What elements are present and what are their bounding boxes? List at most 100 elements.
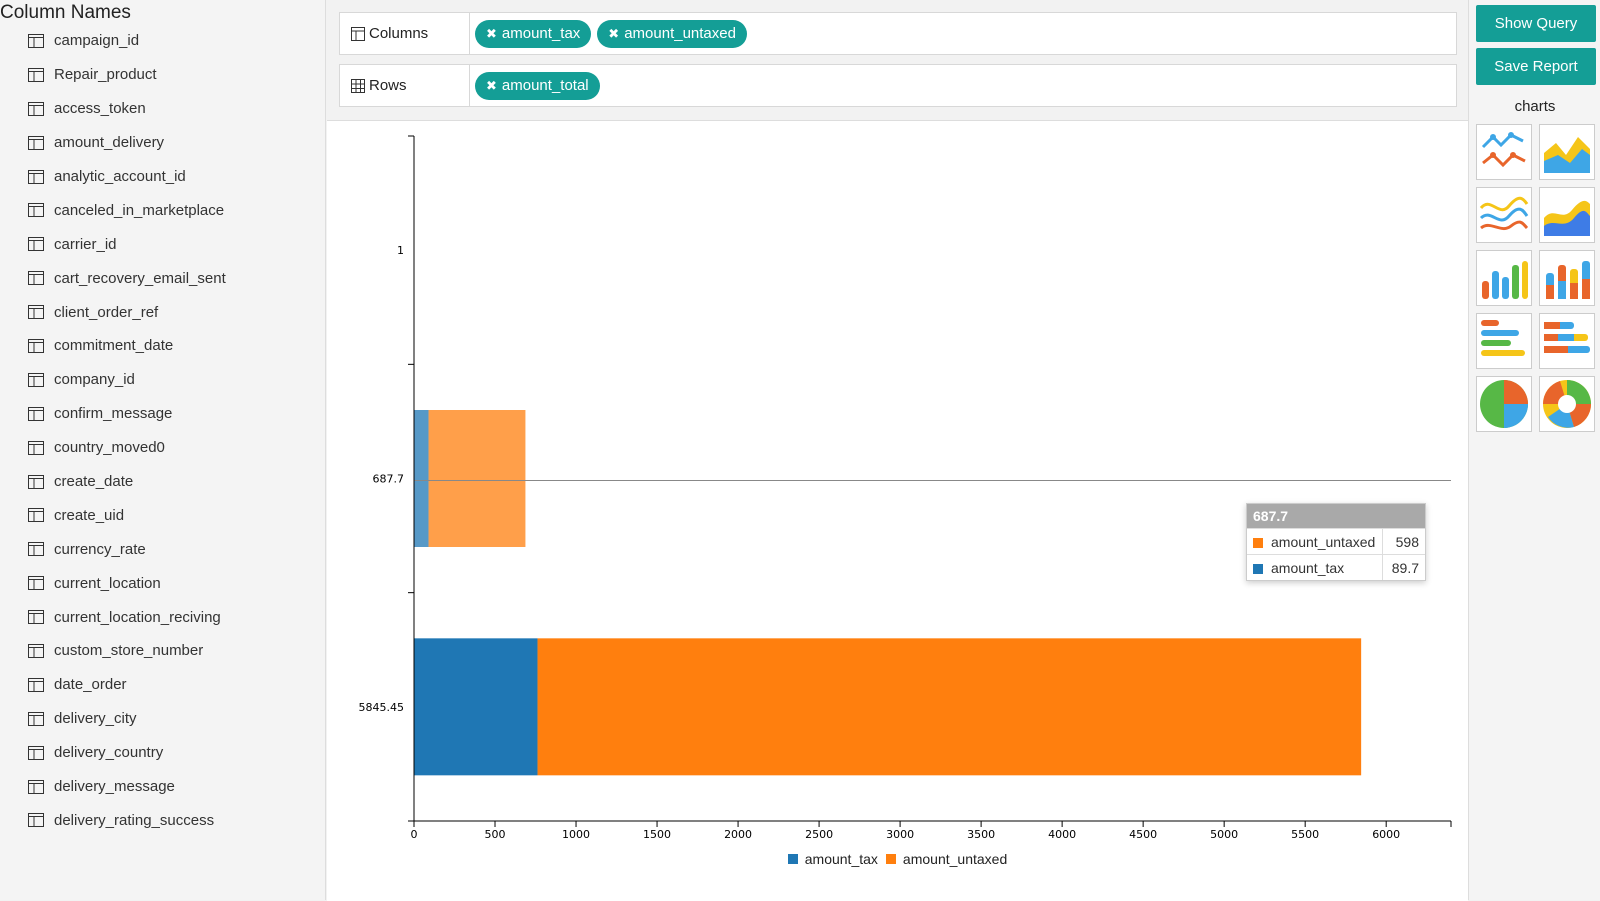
column-chart-button[interactable]: [1476, 250, 1532, 306]
column-item[interactable]: create_uid: [28, 498, 226, 532]
table-column-icon: [28, 305, 44, 320]
column-name: delivery_message: [54, 778, 175, 796]
column-item[interactable]: delivery_rating_success: [28, 803, 226, 837]
column-item[interactable]: current_location: [28, 566, 226, 600]
columns-field[interactable]: Columns ✖ amount_tax ✖ amount_untaxed: [339, 12, 1457, 55]
column-item[interactable]: current_location_reciving: [28, 600, 226, 634]
column-item[interactable]: custom_store_number: [28, 634, 226, 668]
column-item[interactable]: currency_rate: [28, 532, 226, 566]
charts-title: charts: [1514, 98, 1556, 115]
table-column-icon: [28, 271, 44, 286]
column-item[interactable]: date_order: [28, 668, 226, 702]
column-item[interactable]: Repair_product: [28, 58, 226, 92]
field-chip[interactable]: ✖ amount_untaxed: [597, 19, 747, 48]
column-item[interactable]: delivery_city: [28, 702, 226, 736]
column-name: Repair_product: [54, 66, 157, 84]
x-tick-label: 4000: [1048, 828, 1076, 841]
table-column-icon: [28, 745, 44, 760]
column-name: delivery_city: [54, 710, 137, 728]
column-item[interactable]: cart_recovery_email_sent: [28, 261, 226, 295]
remove-icon[interactable]: ✖: [486, 25, 497, 41]
column-name: analytic_account_id: [54, 168, 186, 185]
legend-swatch: [787, 854, 798, 864]
rows-label-cell: Rows: [340, 65, 470, 106]
column-name: country_moved0: [54, 439, 165, 457]
stacked-bar-chart-button[interactable]: [1539, 313, 1595, 369]
area-chart-button[interactable]: [1539, 124, 1595, 180]
column-item[interactable]: canceled_in_marketplace: [28, 193, 226, 227]
column-item[interactable]: access_token: [28, 92, 226, 126]
column-item[interactable]: campaign_id: [28, 24, 226, 58]
column-item[interactable]: delivery_country: [28, 736, 226, 770]
line-chart-icon: [1481, 132, 1526, 168]
column-name: current_location_reciving: [54, 608, 221, 626]
table-column-icon: [28, 474, 44, 489]
column-item[interactable]: commitment_date: [28, 329, 226, 363]
column-item[interactable]: create_date: [28, 465, 226, 499]
column-item[interactable]: delivery_message: [28, 770, 226, 804]
show-query-button[interactable]: Show Query: [1476, 5, 1596, 42]
spline-chart-button[interactable]: [1476, 187, 1532, 243]
column-item[interactable]: carrier_id: [28, 227, 226, 261]
chip-label: amount_tax: [501, 25, 581, 42]
legend-item[interactable]: amount_tax: [787, 851, 878, 867]
x-tick-label: 4500: [1129, 828, 1157, 841]
remove-icon[interactable]: ✖: [608, 25, 620, 41]
column-name: custom_store_number: [54, 642, 204, 660]
tooltip-swatch-tax: [1253, 563, 1263, 574]
tooltip-title: 687.7: [1247, 504, 1425, 528]
field-chip[interactable]: ✖ amount_total: [475, 71, 600, 100]
sidebar-title: Column Names: [0, 2, 131, 23]
column-item[interactable]: analytic_account_id: [28, 160, 226, 194]
x-tick-label: 5000: [1210, 828, 1238, 841]
spline-area-chart-button[interactable]: [1539, 187, 1595, 243]
table-column-icon: [28, 237, 44, 252]
column-chart-icon: [1482, 261, 1528, 299]
column-name: confirm_message: [54, 405, 173, 423]
columns-icon: [351, 26, 365, 41]
chip-label: amount_total: [501, 77, 589, 94]
tooltip-value: 598: [1382, 528, 1425, 555]
chart-legend: amount_tax amount_untaxed: [327, 851, 1468, 867]
rows-field[interactable]: Rows ✖ amount_total: [339, 64, 1457, 107]
column-item[interactable]: amount_delivery: [28, 126, 226, 160]
column-name: amount_delivery: [54, 134, 165, 152]
pie-chart-button[interactable]: [1476, 376, 1532, 432]
table-column-icon: [28, 135, 44, 150]
tooltip-value: 89.7: [1382, 554, 1425, 580]
field-chip[interactable]: ✖ amount_tax: [475, 19, 592, 48]
columns-label-cell: Columns: [340, 13, 470, 54]
x-tick-label: 1500: [643, 828, 671, 841]
spline-area-chart-icon: [1544, 200, 1590, 236]
column-item[interactable]: company_id: [28, 363, 226, 397]
stacked-column-chart-icon: [1546, 261, 1590, 299]
save-report-button[interactable]: Save Report: [1476, 48, 1596, 85]
column-name: delivery_country: [54, 744, 164, 762]
legend-item[interactable]: amount_untaxed: [885, 851, 1007, 867]
column-name: cart_recovery_email_sent: [54, 269, 226, 287]
bar-chart-icon: [1481, 320, 1525, 356]
x-tick-label: 500: [485, 828, 506, 841]
table-column-icon: [28, 542, 44, 557]
table-column-icon: [28, 813, 44, 828]
area-chart-icon: [1544, 137, 1590, 173]
bar-chart-button[interactable]: [1476, 313, 1532, 369]
stacked-column-chart-button[interactable]: [1539, 250, 1595, 306]
line-chart-button[interactable]: [1476, 124, 1532, 180]
x-tick-label: 1000: [562, 828, 590, 841]
legend-label: amount_tax: [804, 851, 878, 867]
column-name: access_token: [54, 100, 146, 118]
table-column-icon: [28, 440, 44, 455]
column-item[interactable]: confirm_message: [28, 397, 226, 431]
donut-chart-button[interactable]: [1539, 376, 1595, 432]
column-item[interactable]: country_moved0: [28, 431, 226, 465]
table-column-icon: [28, 406, 44, 421]
donut-chart-icon: [1543, 380, 1591, 428]
bar-segment: [414, 410, 429, 547]
remove-icon[interactable]: ✖: [486, 77, 497, 93]
bar-segment: [537, 638, 1362, 776]
column-item[interactable]: client_order_ref: [28, 295, 226, 329]
x-tick-label: 3000: [886, 828, 914, 841]
chip-label: amount_untaxed: [624, 25, 736, 42]
